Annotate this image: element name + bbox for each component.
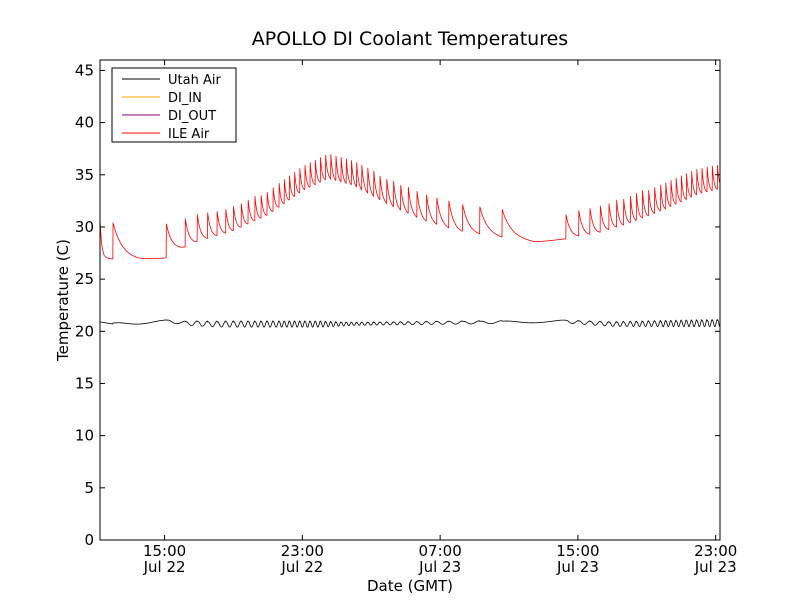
y-tick-label-10: 10 <box>75 427 94 445</box>
x-axis-label: Date (GMT) <box>367 577 453 595</box>
y-tick-label-30: 30 <box>75 218 94 236</box>
axes <box>99 59 721 541</box>
y-axis-label: Temperature (C) <box>54 239 72 362</box>
y-tick-label-45: 45 <box>75 61 94 79</box>
x-tick-date-4: Jul 23 <box>694 558 737 576</box>
x-tick-time-4: 23:00 <box>694 542 737 560</box>
y-tick-label-15: 15 <box>75 374 94 392</box>
legend-label-utah-air: Utah Air <box>168 73 221 88</box>
x-tick-time-1: 23:00 <box>281 542 324 560</box>
plot-lines <box>99 154 721 328</box>
x-tick-date-1: Jul 22 <box>280 558 323 576</box>
legend: Utah Air DI_IN DI_OUT ILE Air <box>111 67 237 143</box>
y-tick-label-20: 20 <box>75 322 94 340</box>
tick-marks <box>100 60 720 541</box>
x-tick-date-3: Jul 23 <box>556 558 599 576</box>
chart-title: APOLLO DI Coolant Temperatures <box>252 28 568 50</box>
x-tick-time-2: 07:00 <box>419 542 462 560</box>
plot-frame <box>99 59 721 541</box>
y-tick-label-40: 40 <box>75 114 94 132</box>
x-tick-date-0: Jul 22 <box>143 558 186 576</box>
x-tick-time-0: 15:00 <box>143 542 186 560</box>
x-tick-time-3: 15:00 <box>556 542 599 560</box>
legend-label-ile-air: ILE Air <box>168 127 210 142</box>
y-tick-label-35: 35 <box>75 166 94 184</box>
y-tick-label-5: 5 <box>84 479 94 497</box>
y-tick-label-0: 0 <box>84 531 94 549</box>
y-tick-label-25: 25 <box>75 270 94 288</box>
x-tick-date-2: Jul 23 <box>418 558 461 576</box>
series-line-utah-air <box>99 318 721 328</box>
series-line-ile-air <box>99 154 721 260</box>
legend-label-di-out: DI_OUT <box>168 109 216 124</box>
legend-label-di-in: DI_IN <box>168 91 202 106</box>
legend-box <box>111 67 237 143</box>
